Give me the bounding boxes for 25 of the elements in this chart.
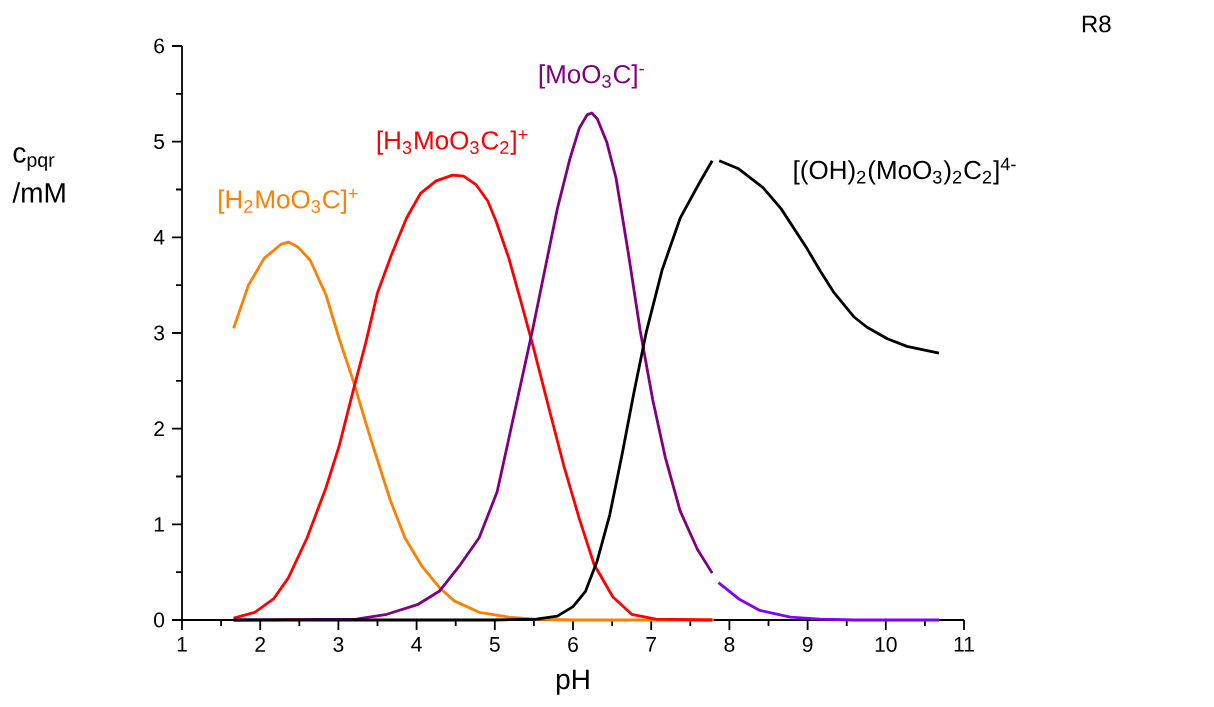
text: R8 [1082,15,1111,33]
x-tick-label: 10 [875,637,897,652]
y-tick-label: 3 [154,325,165,341]
x-axis-title: pH [556,669,589,695]
x-tick-label: 9 [802,637,813,652]
series-label: [H$_{2}$MoO$_{3}$C]$^{+}$ [219,189,358,214]
y-axis-title: c$_{pqr}$ /mM [12,147,65,203]
y-tick-label: 5 [154,134,165,149]
y-tick-label: 0 [154,612,165,628]
x-tick-label: 7 [646,637,656,652]
y-tick-label: 6 [154,38,165,54]
x-tick-label: 6 [568,637,578,652]
x-tick-label: 4 [411,637,422,652]
x-tick-label: 11 [954,637,974,652]
series-label: [H$_{3}$MoO$_{3}$C$_{2}$]$^{+}$ [377,130,528,155]
y-tick-label: 2 [154,421,164,436]
y-tick-label: 4 [153,230,165,245]
x-tick-label: 1 [177,637,187,652]
text: [(OH)$_{2}$(MoO$_{3}$)$_{2}$C$_{2}$]$^{4-}$ [794,157,1016,185]
y-tick-label: 1 [154,517,164,532]
series-label: [MoO$_{3}$C]$^{-}$ [539,64,644,89]
x-tick-label: 5 [489,637,500,652]
x-tick-label: 8 [724,637,735,652]
x-tick-label: 3 [333,637,344,652]
x-tick-label: 2 [255,637,265,652]
